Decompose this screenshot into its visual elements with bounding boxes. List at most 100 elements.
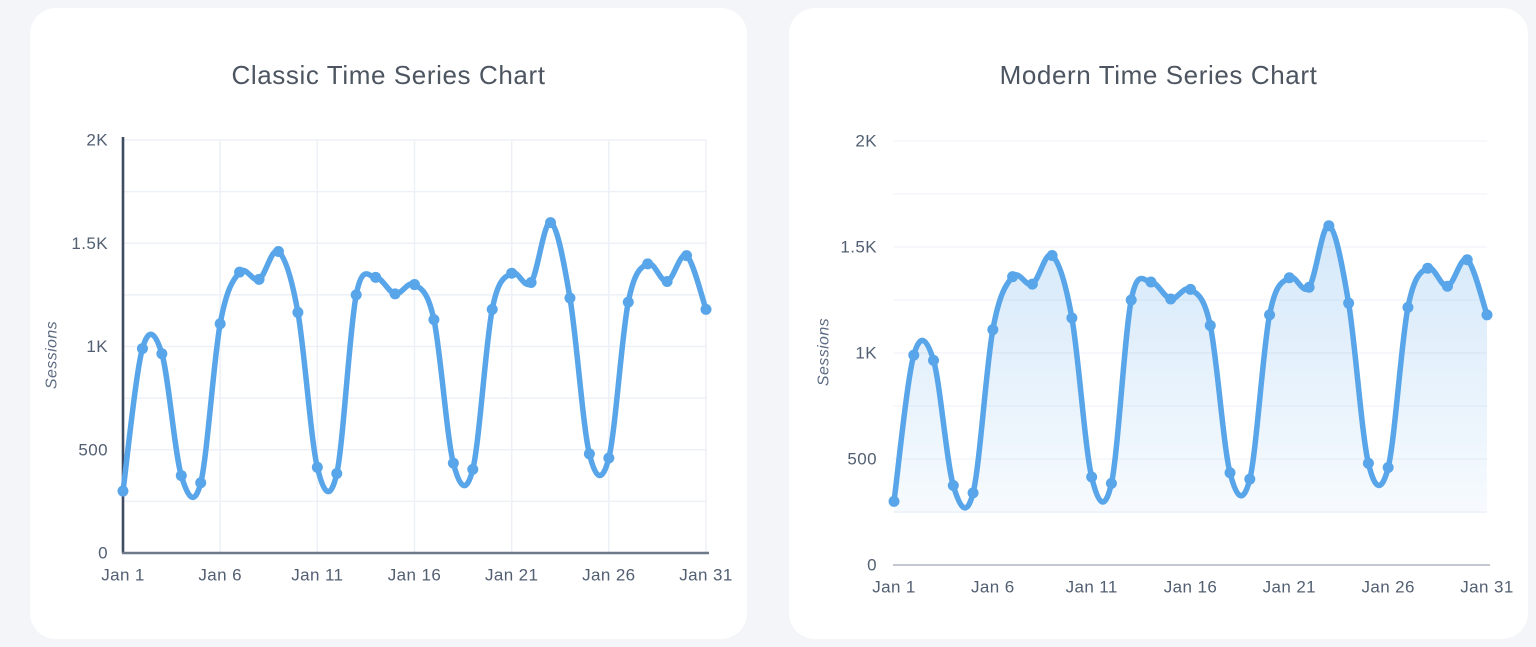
data-point-marker [506,267,518,279]
x-axis-tick-labels: Jan 1 Jan 6 Jan 11 Jan 16 Jan 21 Jan 26 Jan 31 [872,578,1513,597]
svg-text:Jan 31: Jan 31 [679,566,732,585]
svg-text:Jan 26: Jan 26 [1361,578,1414,597]
data-point-marker [1422,262,1434,274]
svg-text:2K: 2K [86,131,108,150]
data-point-marker [1481,309,1493,321]
data-point-marker [1283,272,1295,284]
data-point-marker [1303,281,1315,293]
modern-chart-title: Modern Time Series Chart [999,60,1318,90]
area-fill [894,225,1487,513]
modern-chart-card: Modern Time Series Chart 0 500 1K 1.5K 2K Jan… [789,8,1528,639]
svg-text:Jan 1: Jan 1 [872,578,916,597]
data-point-marker [370,271,382,283]
data-point-marker [428,314,440,326]
data-point-marker [525,276,537,288]
y-axis-tick-labels: 0 500 1K 1.5K 2K [840,132,877,575]
data-point-marker [311,461,323,473]
svg-text:0: 0 [867,556,877,575]
data-point-marker [175,470,187,482]
classic-time-series-chart: 0 500 1K 1.5K 2K Jan 1 Jan 6 Jan 11 Jan 16 Jan 21… [44,131,733,585]
data-point-marker [486,303,498,315]
svg-text:Jan 31: Jan 31 [1460,578,1513,597]
svg-text:Jan 6: Jan 6 [971,578,1015,597]
data-point-marker [1046,249,1058,261]
data-point-marker [1264,309,1276,321]
data-point-marker [1323,220,1335,232]
modern-time-series-chart: 0 500 1K 1.5K 2K Jan 1 Jan 6 Jan 11 Jan 16 Jan 21… [816,132,1514,597]
data-point-marker [642,258,654,270]
y-axis-tick-labels: 0 500 1K 1.5K 2K [71,131,108,563]
svg-text:Jan 21: Jan 21 [1263,578,1316,597]
data-point-marker [1007,271,1019,283]
svg-text:1K: 1K [855,344,877,363]
y-axis-label: Sessions [816,318,833,386]
data-point-marker [447,457,459,469]
classic-chart-title: Classic Time Series Chart [231,60,546,90]
data-point-marker [117,485,129,497]
data-point-marker [350,289,362,301]
svg-text:500: 500 [78,440,108,459]
svg-text:Jan 21: Jan 21 [485,566,538,585]
data-point-marker [928,354,940,366]
data-point-marker [234,266,246,278]
data-point-marker [681,250,693,262]
data-point-marker [700,303,712,315]
data-point-marker [1125,294,1137,306]
data-point-marker [583,448,595,460]
svg-text:1.5K: 1.5K [840,238,877,257]
data-point-marker [136,343,148,355]
data-point-marker [1165,293,1177,305]
svg-text:Jan 16: Jan 16 [1164,578,1217,597]
data-point-marker [987,324,999,336]
data-point-marker [195,477,207,489]
data-point-marker [156,348,168,360]
svg-text:Jan 26: Jan 26 [582,566,635,585]
data-point-marker [331,467,343,479]
data-point-marker [967,487,979,499]
data-point-marker [292,306,304,318]
data-point-marker [1343,297,1355,309]
svg-text:1.5K: 1.5K [71,234,108,253]
data-point-marker [272,246,284,258]
data-point-marker [1086,471,1098,483]
data-points [117,217,712,497]
data-point-marker [564,292,576,304]
svg-text:Jan 11: Jan 11 [291,566,343,585]
data-point-marker [603,452,615,464]
data-point-marker [409,279,420,291]
data-point-marker [1461,254,1473,266]
classic-chart-card: Classic Time Series Chart 0 500 1K 1.5K 2K Ja… [30,8,747,639]
data-point-marker [1145,276,1157,288]
svg-text:Jan 1: Jan 1 [101,566,145,585]
data-point-marker [1204,319,1216,331]
svg-text:0: 0 [98,544,108,563]
data-point-marker [661,275,673,287]
data-point-marker [1185,283,1196,295]
data-point-marker [214,318,226,330]
svg-text:1K: 1K [86,337,108,356]
gridlines [122,139,707,553]
data-point-marker [1066,312,1078,324]
data-point-marker [1362,457,1374,469]
data-point-marker [1382,461,1394,473]
svg-text:2K: 2K [855,132,877,151]
data-point-marker [545,217,557,229]
y-axis-label: Sessions [44,321,61,389]
data-point-marker [1402,301,1414,313]
data-point-marker [1441,280,1453,292]
svg-text:Jan 11: Jan 11 [1066,578,1118,597]
data-point-marker [1105,477,1117,489]
data-point-marker [888,495,900,507]
data-point-marker [1244,473,1256,485]
data-point-marker [1026,278,1038,290]
data-point-marker [622,296,634,308]
data-points [888,220,1493,507]
data-point-marker [253,273,265,285]
data-point-marker [389,288,401,300]
x-axis-tick-labels: Jan 1 Jan 6 Jan 11 Jan 16 Jan 21 Jan 26 Jan 31 [101,566,732,585]
svg-text:Jan 6: Jan 6 [198,566,242,585]
data-point-marker [467,463,479,475]
data-point-marker [908,349,920,361]
svg-text:Jan 16: Jan 16 [388,566,441,585]
svg-text:500: 500 [847,450,877,469]
